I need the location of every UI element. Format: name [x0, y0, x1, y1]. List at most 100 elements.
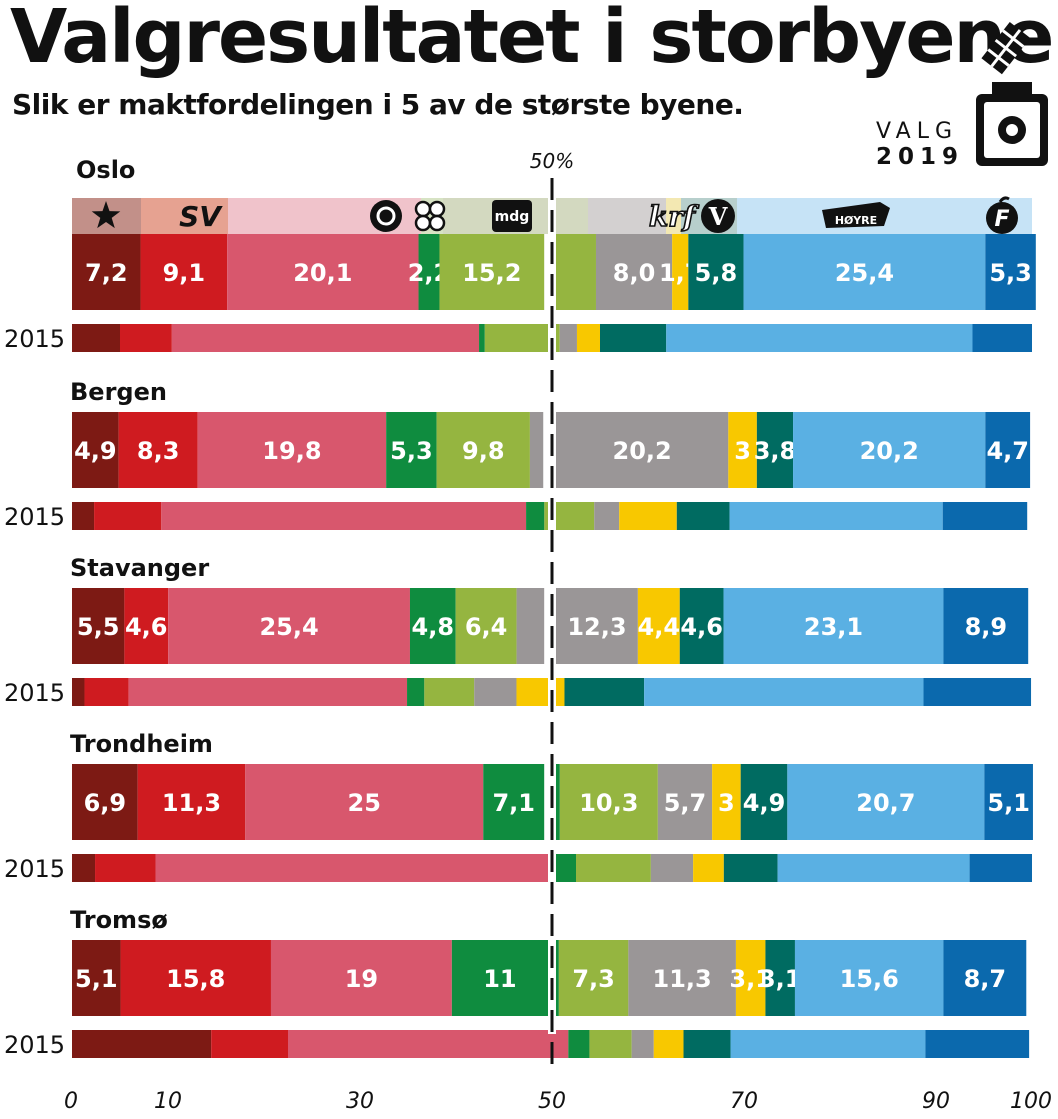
bar-2019-value-label: 4,7 [986, 437, 1029, 465]
bar-2019-value-label: 5,5 [77, 613, 120, 641]
bar-2019-sp [556, 764, 560, 840]
bar-2015-rodt [72, 324, 120, 352]
bar-2015-ap [171, 324, 480, 352]
bar-2015-frp [969, 854, 1032, 882]
bar-2019-venstre [765, 940, 795, 1016]
bar-2019-value-label: 9,8 [462, 437, 505, 465]
hoyre-logo-text: HØYRE [835, 214, 877, 227]
bar-2019-value-label: 8,3 [137, 437, 180, 465]
bar-2019-value-label: 8,9 [965, 613, 1008, 641]
bar-2019-sp [409, 588, 456, 664]
bar-2019-value-label: 5,3 [390, 437, 433, 465]
bar-2019-value-label: 20,2 [613, 437, 672, 465]
bar-2019-ap [168, 588, 410, 664]
bar-2015-sp [568, 1030, 590, 1058]
bar-2019-value-label: 15,2 [462, 259, 521, 287]
venstre-logo-icon [701, 199, 735, 233]
comparison-year-label: 2015 [4, 325, 65, 353]
ap-rose-icon [370, 200, 402, 232]
sv-logo-icon: SV [179, 200, 223, 233]
comparison-year-label: 2015 [4, 503, 65, 531]
bar-2019-value-label: 7,1 [492, 789, 535, 817]
bar-2015-krf [693, 854, 724, 882]
bar-2019-other [595, 234, 673, 310]
bar-2019-mdg [436, 412, 530, 488]
bar-2015-rodt [72, 678, 85, 706]
bar-2019-value-label: 11,3 [162, 789, 221, 817]
bar-2019-value-label: 7,2 [85, 259, 128, 287]
bar-2019-sv [124, 588, 169, 664]
bar-2019-krf [637, 588, 680, 664]
legend-tint-strip [141, 198, 228, 234]
bar-2019-sp [418, 234, 440, 310]
bar-2015-sv [84, 678, 129, 706]
bar-2019-mdg [556, 234, 596, 310]
bar-2019-value-label: 4,9 [743, 789, 786, 817]
bar-2019-value-label: 4,9 [74, 437, 117, 465]
frp-logo-text: F [994, 207, 1009, 232]
bar-2019-value-label: 12,3 [567, 613, 626, 641]
sp-clover-icon [414, 214, 432, 232]
bar-2015-rodt [72, 854, 96, 882]
bar-2015-other [594, 502, 620, 530]
bar-2019-hoyre [723, 588, 944, 664]
bar-2015-mdg [549, 502, 595, 530]
valg-2019-logo: VALG 2019 [876, 21, 1048, 170]
bar-2019-value-label: 9,1 [163, 259, 206, 287]
bar-2019-value-label: 19 [345, 965, 378, 993]
bar-2019-value-label: 20,7 [856, 789, 915, 817]
ap-rose-petal [376, 206, 396, 226]
bar-2019-hoyre [794, 940, 944, 1016]
bar-2019-mdg [558, 940, 629, 1016]
bar-2015-sp [479, 324, 485, 352]
hoyre-logo-icon [822, 202, 890, 228]
bar-2015-venstre [683, 1030, 731, 1058]
krf-logo-icon: krf [649, 200, 700, 233]
legend-tint-strip [556, 198, 588, 234]
ballot-paper-icon [981, 21, 1031, 75]
bar-2019-value-label: 3 [718, 789, 735, 817]
bar-2015-mdg [589, 1030, 632, 1058]
bar-2015-venstre [564, 678, 645, 706]
city-label: Trondheim [70, 730, 213, 758]
bar-2019-rodt [72, 940, 121, 1016]
bar-2019-mdg [439, 234, 545, 310]
bar-2019-sv [118, 412, 198, 488]
bar-2019-value-label: 15,6 [840, 965, 899, 993]
sp-clover-icon [414, 200, 432, 218]
bar-2019-value-label: 5,3 [989, 259, 1032, 287]
frp-logo-icon [986, 202, 1018, 234]
bar-2015-ap [552, 1030, 569, 1058]
bar-2019-other [628, 940, 736, 1016]
bar-2019-other [516, 588, 545, 664]
bar-2019-hoyre [793, 412, 986, 488]
bar-2019-sv [140, 234, 228, 310]
majority-label: 50% [530, 149, 574, 173]
bar-2019-ap [245, 764, 484, 840]
bar-2019-sp [556, 940, 559, 1016]
bar-2019-ap [197, 412, 387, 488]
bar-2019-rodt [72, 234, 141, 310]
bar-2019-value-label: 8,7 [964, 965, 1007, 993]
comparison-year-label: 2015 [4, 1031, 65, 1059]
mdg-logo-text: mdg [495, 209, 530, 225]
bar-2015-venstre [600, 324, 667, 352]
bar-2019-sv [137, 764, 246, 840]
bar-2019-rodt [72, 764, 138, 840]
comparison-year-label: 2015 [4, 679, 65, 707]
bar-2015-ap [155, 854, 552, 882]
bar-2019-venstre [756, 412, 794, 488]
bar-2015-sv [94, 502, 162, 530]
bar-2019-value-label: 6,4 [465, 613, 508, 641]
bar-2015-krf [576, 324, 600, 352]
bar-2019-other [556, 588, 638, 664]
bar-2019-rodt [72, 412, 119, 488]
venstre-logo-text: V [708, 202, 728, 231]
bar-2015-other [474, 678, 517, 706]
bar-2019-other [529, 412, 544, 488]
bar-2015-other [650, 854, 694, 882]
bar-2019-value-label: 4,8 [412, 613, 455, 641]
bar-2015-ap [128, 678, 408, 706]
bar-2015-mdg [576, 854, 651, 882]
